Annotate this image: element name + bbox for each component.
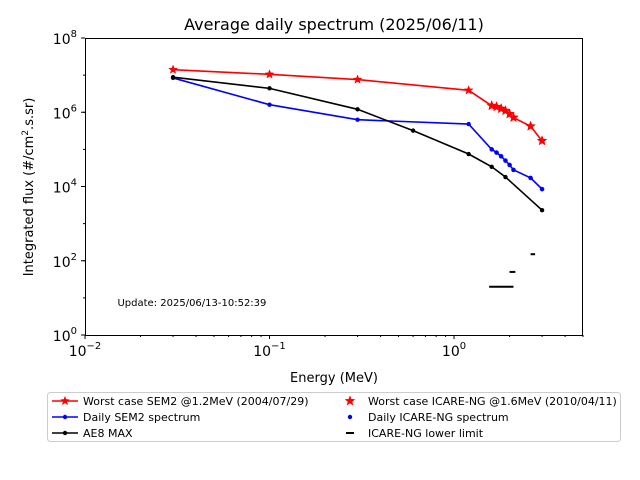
data-point [539, 186, 545, 192]
data-point [539, 207, 545, 213]
y-tick-label: 106 [53, 103, 77, 122]
data-point [466, 121, 471, 127]
chart-title: Average daily spectrum (2025/06/11) [184, 15, 484, 34]
legend-marker [62, 430, 68, 436]
data-point [352, 74, 363, 84]
legend-label: ICARE-NG lower limit [368, 427, 484, 440]
legend-box [47, 392, 621, 442]
x-axis: 10−2 10−1 100 [69, 335, 584, 360]
data-point [508, 111, 519, 123]
data-point [507, 162, 512, 168]
legend-label: Worst case SEM2 @1.2MeV (2004/07/29) [83, 395, 308, 408]
legend-marker [347, 414, 353, 420]
data-point [168, 64, 179, 74]
legend-item-0: Worst case SEM2 @1.2MeV (2004/07/29) [52, 395, 308, 408]
legend: Worst case SEM2 @1.2MeV (2004/07/29) Dail… [47, 392, 621, 442]
legend-marker [344, 395, 356, 406]
legend-item-2: AE8 MAX [52, 427, 133, 440]
data-point [491, 101, 502, 112]
x-tick-label: 10−2 [69, 341, 102, 360]
y-tick-label: 104 [53, 178, 77, 197]
legend-label: AE8 MAX [83, 427, 133, 440]
series-2 [170, 74, 545, 213]
data-point [267, 102, 272, 107]
legend-item-5: ICARE-NG lower limit [346, 427, 484, 440]
legend-marker [60, 395, 70, 406]
legend-item-3: Worst case ICARE-NG @1.6MeV (2010/04/11) [344, 395, 617, 408]
update-annotation: Update: 2025/06/13-10:52:39 [117, 298, 266, 309]
data-point [355, 117, 360, 122]
data-point [528, 175, 533, 181]
plot-frame [85, 38, 583, 336]
data-point [503, 158, 508, 163]
data-point [410, 128, 416, 133]
legend-label: Worst case ICARE-NG @1.6MeV (2010/04/11) [368, 395, 617, 408]
series-4 [489, 147, 545, 192]
data-point [503, 174, 508, 180]
data-point [355, 107, 360, 112]
data-point [463, 85, 474, 95]
data-point [489, 164, 494, 169]
y-tick-label: 108 [53, 29, 77, 48]
data-point [267, 86, 272, 91]
data-point [170, 74, 176, 80]
x-tick-label: 100 [442, 341, 466, 360]
y-tick-label: 100 [53, 326, 77, 345]
data-point [536, 135, 548, 146]
legend-label: Daily ICARE-NG spectrum [368, 411, 509, 424]
data-point [489, 147, 494, 152]
legend-item-4: Daily ICARE-NG spectrum [347, 411, 509, 424]
legend-marker [62, 414, 68, 420]
legend-label: Daily SEM2 spectrum [83, 411, 200, 424]
series-3 [486, 99, 548, 146]
y-axis: 100 102 104 106 108 [53, 29, 85, 345]
data-point [264, 69, 275, 79]
data-point [498, 154, 504, 159]
series-line [172, 77, 543, 190]
data-point [494, 150, 499, 155]
legend-item-1: Daily SEM2 spectrum [52, 411, 200, 424]
data-point [511, 167, 516, 173]
series-1 [170, 75, 545, 192]
data-point [466, 151, 471, 157]
y-axis-label: Integrated flux (#/cm2.s.sr) [21, 98, 37, 277]
y-tick-label: 102 [53, 252, 77, 271]
plot-area [168, 64, 548, 288]
data-point [525, 120, 537, 131]
x-axis-label: Energy (MeV) [290, 371, 378, 386]
x-tick-label: 10−1 [253, 341, 286, 360]
series-line [172, 76, 543, 211]
series-5 [489, 253, 536, 288]
